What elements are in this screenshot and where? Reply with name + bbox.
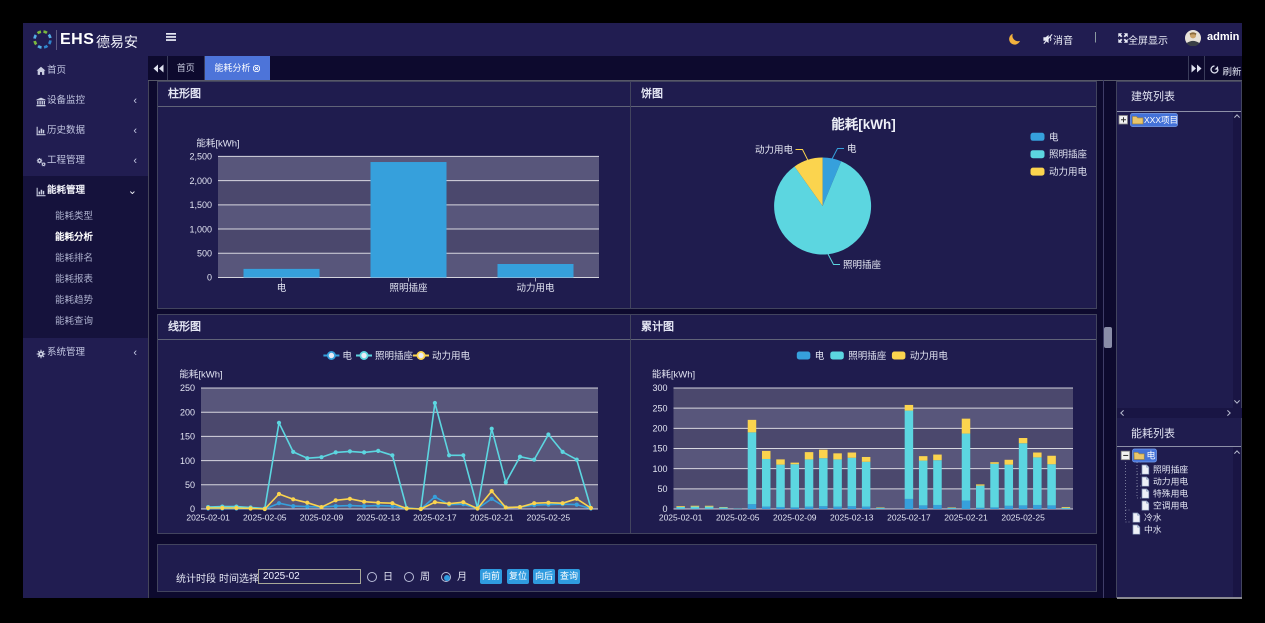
svg-text:空调用电: 空调用电 — [1153, 499, 1188, 510]
svg-text:中水: 中水 — [1144, 523, 1162, 534]
svg-text:冷水: 冷水 — [1144, 511, 1162, 522]
svg-text:特殊用电: 特殊用电 — [1153, 487, 1188, 498]
svg-text:动力用电: 动力用电 — [1153, 475, 1188, 486]
svg-text:电: 电 — [1147, 450, 1156, 461]
svg-text:照明插座: 照明插座 — [1153, 463, 1188, 474]
svg-text:XXX项目: XXX项目 — [1144, 115, 1178, 125]
